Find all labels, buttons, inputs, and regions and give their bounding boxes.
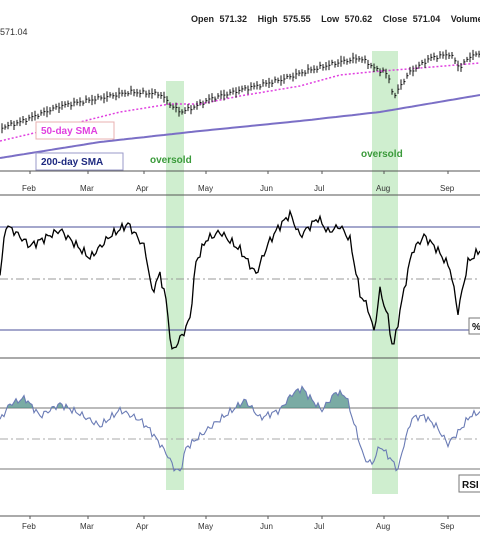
- low-value: 570.62: [345, 14, 373, 24]
- low-label: Low: [321, 14, 340, 24]
- sma200-legend-box: [35, 152, 124, 171]
- oversold-annotation-1: oversold: [150, 155, 192, 166]
- quote-header: Open 571.32 High 575.55 Low 570.62 Close…: [191, 14, 480, 24]
- volume-label: Volume: [451, 14, 480, 24]
- month-label-bottom: Jun: [260, 522, 273, 531]
- sma50-legend-box: [35, 121, 115, 140]
- month-label-top: Feb: [22, 184, 36, 193]
- month-label-bottom: Feb: [22, 522, 36, 531]
- month-axis-bottom: Feb Mar Apr May Jun Jul Aug Sep: [22, 516, 455, 531]
- price-tag: 571.04: [0, 27, 28, 37]
- price-bars: [1, 49, 480, 134]
- close-label: Close: [383, 14, 408, 24]
- osc-tag-box: [468, 317, 480, 335]
- sma200-legend-label: 200-day SMA: [41, 157, 103, 168]
- close-value: 571.04: [413, 14, 441, 24]
- sma50-legend-label: 50-day SMA: [41, 126, 98, 137]
- month-label-top: Apr: [136, 184, 149, 193]
- month-label-top: Sep: [440, 184, 455, 193]
- month-label-bottom: Jul: [314, 522, 324, 531]
- oscillator-path: [0, 208, 480, 350]
- oscillator-line: [0, 208, 480, 350]
- sma200-line: [0, 94, 480, 159]
- high-value: 575.55: [283, 14, 311, 24]
- month-axis-top: Feb Mar Apr May Jun Jul Aug Sep: [22, 171, 455, 193]
- month-label-top: Jun: [260, 184, 273, 193]
- rsi-tag-box: [458, 474, 480, 493]
- rsi-tag-label: RSI: [462, 480, 479, 491]
- rsi-path: [0, 385, 480, 472]
- month-label-bottom: Mar: [80, 522, 94, 531]
- month-label-bottom: May: [198, 522, 213, 531]
- month-label-top: Jul: [314, 184, 324, 193]
- highlight-window-2: [372, 51, 398, 494]
- osc-tag-label: %: [472, 322, 480, 333]
- sma200-path: [0, 94, 480, 159]
- highlight-window-1: [166, 81, 184, 490]
- rsi-overbought-fill: [0, 386, 480, 408]
- high-label: High: [258, 14, 278, 24]
- open-value: 571.32: [220, 14, 248, 24]
- rsi-line: [0, 385, 480, 472]
- sma50-line: [0, 62, 480, 142]
- month-label-top: May: [198, 184, 213, 193]
- oversold-annotation-2: oversold: [361, 149, 403, 160]
- month-label-bottom: Aug: [376, 522, 390, 531]
- month-label-bottom: Apr: [136, 522, 149, 531]
- sma50-path: [0, 62, 480, 142]
- month-label-top: Mar: [80, 184, 94, 193]
- open-label: Open: [191, 14, 214, 24]
- month-label-top: Aug: [376, 184, 390, 193]
- month-label-bottom: Sep: [440, 522, 455, 531]
